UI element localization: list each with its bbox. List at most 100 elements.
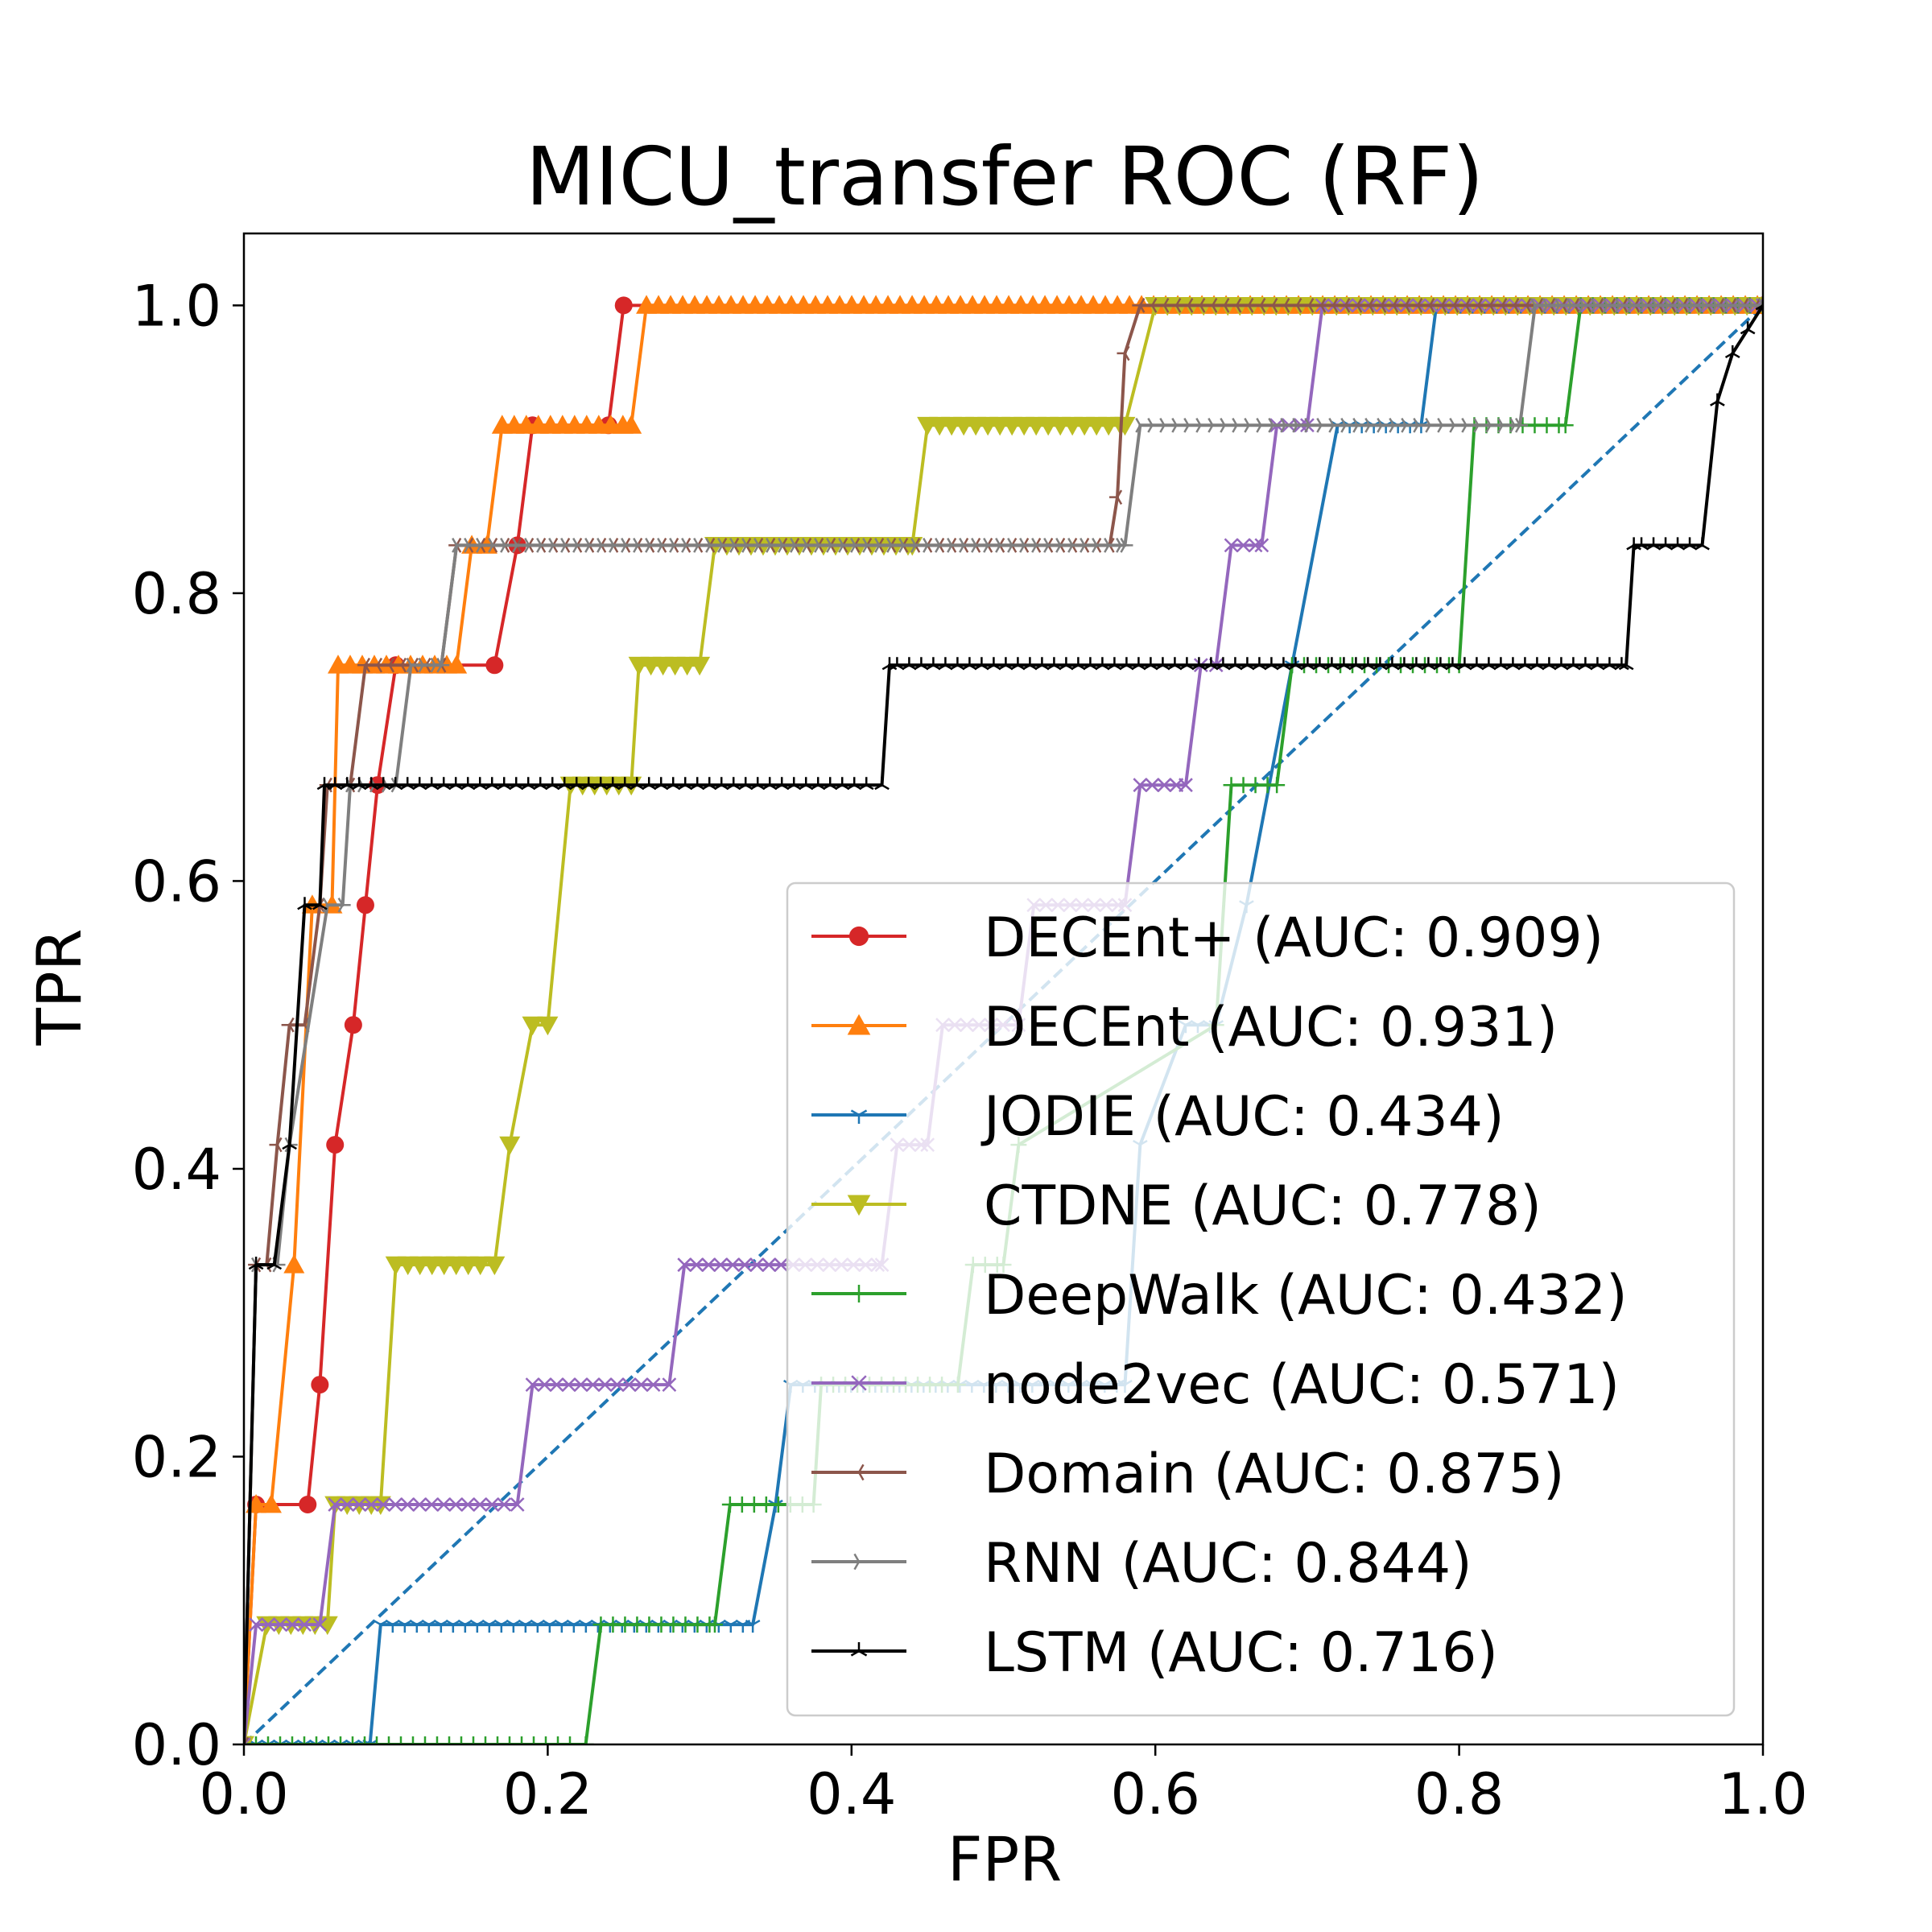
legend-label: DECEnt+ (AUC: 0.909) [984,906,1604,970]
data-point [634,1377,649,1392]
legend-label: JODIE (AUC: 0.434) [980,1085,1505,1149]
data-point [352,1497,367,1512]
data-point [725,1257,741,1273]
data-point [959,538,972,553]
data-point [328,1497,343,1512]
data-point [357,657,371,673]
data-point [1470,298,1484,313]
data-point [484,1256,506,1276]
legend-item-4: CTDNE (AUC: 0.778) [811,1174,1542,1238]
data-point [282,1137,297,1150]
data-point [393,657,407,673]
y-tick-label: 0.4 [132,1137,221,1203]
data-point [296,1736,312,1744]
data-point [1180,298,1194,313]
data-point [499,1136,521,1156]
series-line [244,303,1763,1744]
data-point [344,1016,362,1034]
data-point [537,1377,552,1392]
data-point [502,1736,518,1744]
data-point [308,1736,324,1744]
data-point [766,538,779,553]
data-point [1204,298,1218,313]
data-point [376,1497,391,1512]
data-point [497,1497,512,1512]
data-point [1711,298,1724,313]
data-point [1168,298,1182,313]
data-point [1723,298,1736,313]
data-point [424,1497,440,1512]
data-point [935,538,948,553]
data-point [488,538,502,553]
data-point [549,1377,564,1392]
data-point [1650,298,1664,313]
series-9 [244,297,1763,1744]
data-point [1352,417,1366,433]
data-point [485,656,504,675]
data-point [312,1617,328,1632]
data-point [621,538,634,553]
data-point [1328,417,1342,433]
data-point [1325,298,1339,313]
data-point [1120,538,1133,553]
data-point [469,1256,491,1276]
x-tick-label: 1.0 [1718,1761,1807,1827]
legend-item-2: DECEnt (AUC: 0.931) [811,996,1558,1059]
legend-box [786,881,1736,1717]
data-point [1740,321,1756,335]
data-point [762,1257,777,1273]
data-point [1434,298,1447,313]
data-point [1413,417,1426,433]
data-point [1506,298,1520,313]
data-point [1183,417,1197,433]
data-point [1067,538,1081,553]
data-point [1337,298,1351,313]
data-point [446,654,468,674]
data-point [1253,298,1266,313]
legend-marker [850,1109,868,1124]
data-point [248,1257,264,1270]
data-point [1156,298,1170,313]
y-tick-label: 0.8 [132,561,221,627]
data-point [706,1616,723,1633]
data-point [1410,298,1423,313]
data-point [1195,417,1209,433]
data-point [312,897,328,910]
data-point [1268,417,1282,433]
data-point [802,538,815,553]
data-point [269,1137,283,1153]
data-point [561,1377,576,1392]
data-point [1755,297,1763,311]
data-point [1747,298,1761,313]
data-point [1316,417,1330,433]
data-point [614,296,633,315]
data-point [261,1617,275,1632]
data-point [460,1497,476,1512]
data-point [537,1016,559,1036]
data-point [244,1737,251,1744]
data-point [1031,538,1045,553]
legend-marker [853,1553,868,1571]
data-point [1364,417,1378,433]
data-point [745,1620,761,1633]
data-point [1458,298,1472,313]
legend-marker [847,1195,871,1216]
data-point [573,1377,588,1392]
legend-label: DeepWalk (AUC: 0.432) [984,1264,1628,1327]
legend-item-8: RNN (AUC: 0.844) [811,1532,1472,1596]
data-point [510,1497,525,1512]
data-point [332,1736,349,1744]
data-point [412,1497,427,1512]
legend-label: node2vec (AUC: 0.571) [984,1353,1620,1417]
data-point [1289,298,1302,313]
data-point [1626,298,1640,313]
data-point [862,538,876,553]
data-point [1602,298,1616,313]
data-point [1132,298,1146,313]
data-point [1485,417,1499,433]
data-point [1695,537,1710,551]
data-point [689,656,711,676]
data-point [886,538,900,553]
data-point [646,1377,661,1392]
data-point [1144,298,1158,313]
